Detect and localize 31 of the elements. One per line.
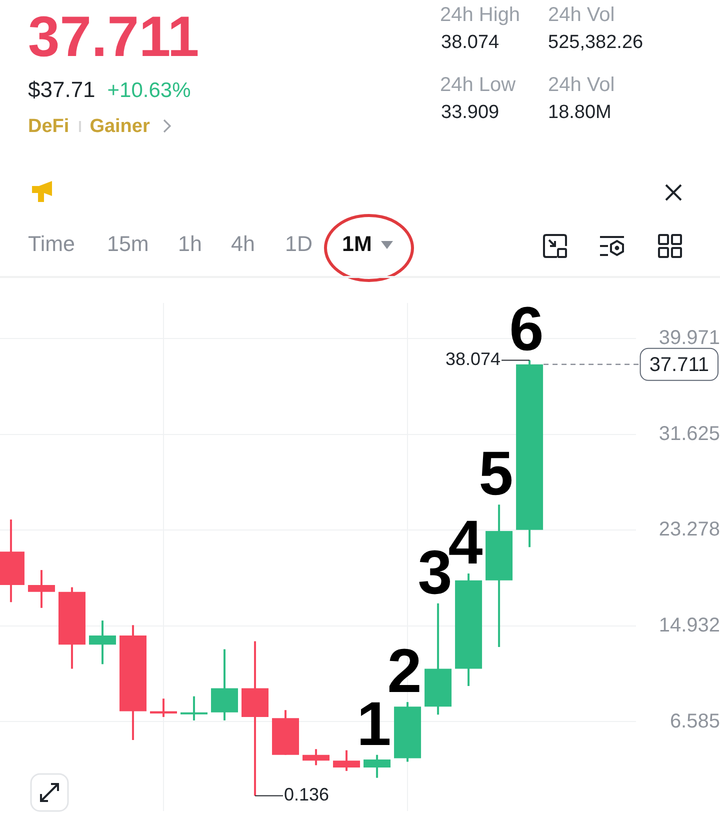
text: 1h [178,232,202,256]
text: +10.63% [107,79,191,102]
text: Gainer [90,116,150,136]
y-tick-label: 39.971 [658,326,720,349]
text: 24h High [440,4,520,26]
annotation: 38.074 [445,349,501,370]
text: 4h [231,232,255,256]
text: 24h Low [440,74,516,96]
y-tick-label: 23.278 [658,518,720,541]
text: 24h Vol [548,4,615,26]
chart-subtitle: $37.71 [28,77,96,102]
text: 2 [387,637,422,706]
chart-title: 37.711 [28,5,200,69]
text: 24h Vol [548,74,615,96]
y-tick-label: 6.585 [670,710,720,732]
text: 18.80M [548,102,612,123]
annotation: 0.136 [284,784,330,805]
text: 6 [509,295,544,364]
text: DeFi [28,116,70,136]
text: 15m [107,232,149,256]
y-tick-label: 31.625 [658,422,720,445]
ref-line-label: 37.711 [649,354,709,376]
text: 33.909 [441,102,500,123]
candlestick [180,696,208,720]
y-tick-label: 14.932 [658,614,720,636]
text: 38.074 [441,32,500,53]
text: 525,382.26 [548,32,644,53]
text: 5 [478,440,514,509]
text: Time [28,232,75,256]
text: 1D [285,232,312,256]
text: 1M [342,232,372,256]
